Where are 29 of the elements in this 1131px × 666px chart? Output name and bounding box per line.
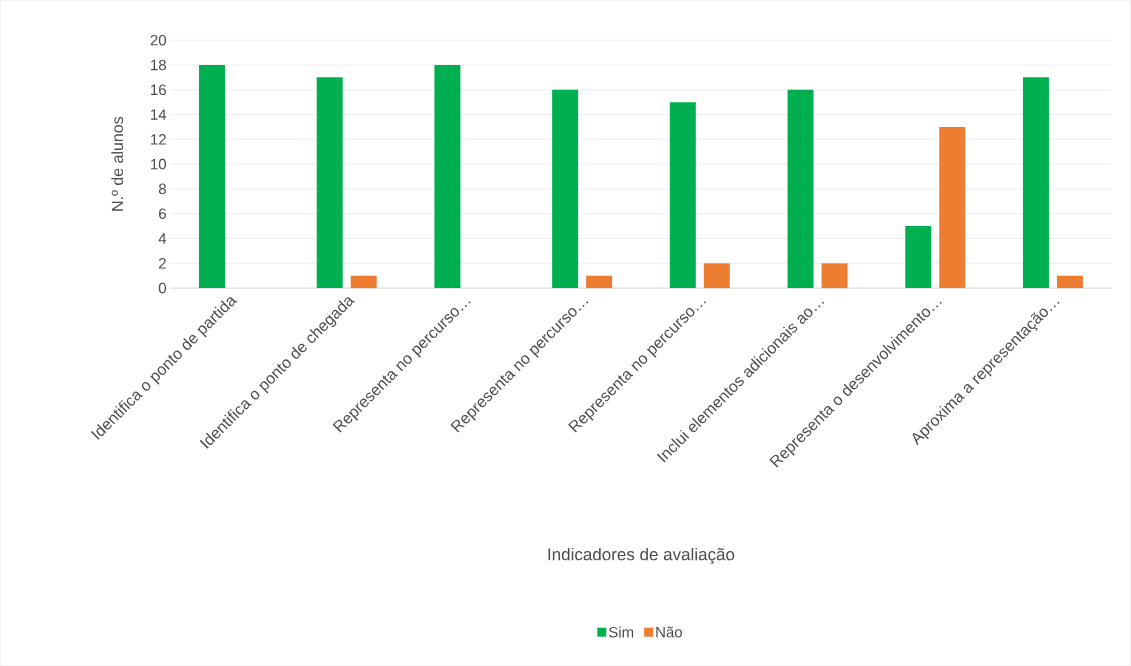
y-tick-label: 2 (159, 257, 166, 269)
bar (939, 126, 966, 289)
bar (1022, 77, 1049, 289)
bar (669, 102, 696, 289)
legend-label: Não (656, 626, 682, 638)
bar (905, 226, 932, 289)
y-tick-label: 14 (151, 109, 167, 120)
bar (199, 64, 225, 289)
y-tick-label: 18 (151, 59, 166, 71)
bar (703, 263, 730, 289)
bar (552, 89, 579, 289)
bar (316, 77, 343, 289)
bar (586, 275, 613, 289)
bar (350, 275, 377, 289)
y-tick-label: 10 (151, 158, 167, 170)
y-tick-label: 12 (151, 134, 166, 145)
bar (1056, 275, 1083, 289)
x-axis-title: Indicadores de avaliação (548, 547, 735, 564)
bar (821, 263, 848, 289)
bar (787, 89, 814, 289)
legend-label: Sim (608, 626, 634, 638)
bar (434, 64, 461, 289)
y-tick-label: 16 (151, 84, 166, 95)
y-tick-label: 0 (158, 282, 167, 294)
y-tick-label: 8 (158, 183, 166, 195)
y-tick-label: 6 (159, 208, 166, 219)
y-axis-title: N.º de alunos (111, 116, 124, 211)
y-tick-label: 20 (150, 34, 167, 46)
y-tick-label: 4 (158, 233, 167, 244)
